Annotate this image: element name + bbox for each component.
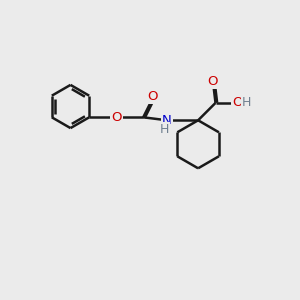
Text: H: H bbox=[160, 123, 169, 136]
Text: O: O bbox=[111, 111, 122, 124]
Text: O: O bbox=[232, 96, 243, 110]
Text: N: N bbox=[162, 114, 172, 127]
Text: O: O bbox=[207, 75, 218, 88]
Text: O: O bbox=[147, 90, 158, 104]
Text: H: H bbox=[242, 96, 251, 110]
